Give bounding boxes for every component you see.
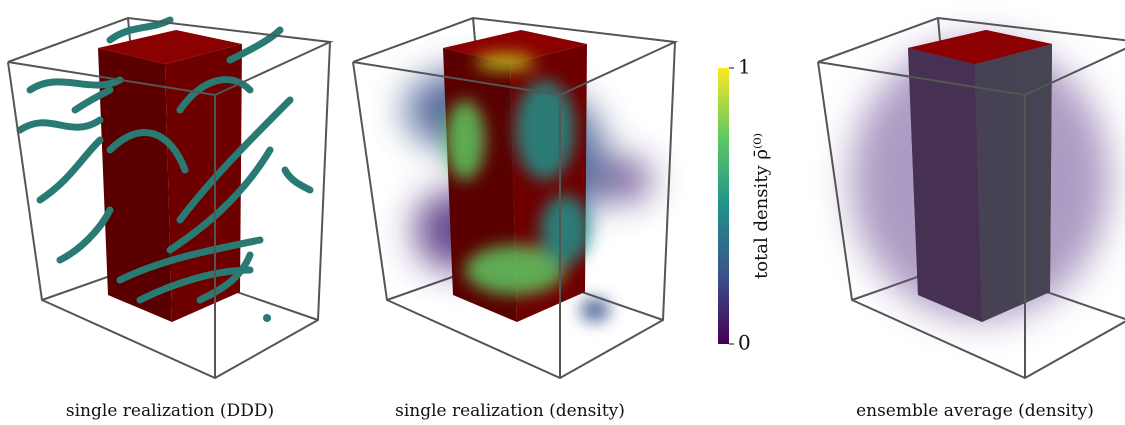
colorbar (718, 68, 729, 344)
tick-label: 0 (738, 331, 751, 355)
caption: single realization (density) (395, 401, 625, 421)
panel-ddd (7, 16, 331, 379)
panel-ensemble (817, 17, 1125, 379)
colorbar-label: total density ρ̄⁽⁰⁾ (751, 133, 772, 279)
caption: ensemble average (density) (856, 401, 1094, 421)
panel-density (352, 17, 676, 379)
dislocations (16, 16, 314, 304)
caption: single realization (DDD) (66, 401, 274, 421)
tick-label: 1 (738, 55, 751, 79)
